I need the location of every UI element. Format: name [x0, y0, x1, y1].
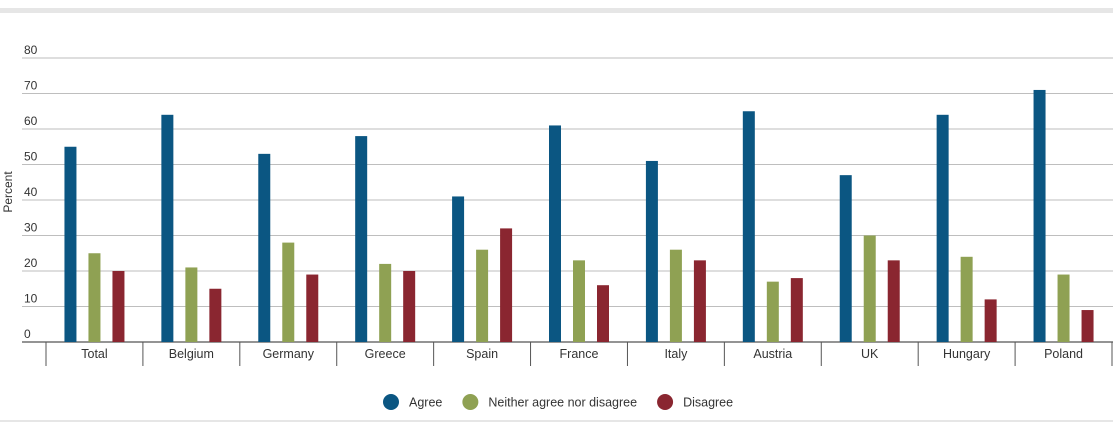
- y-tick-label: 50: [24, 150, 38, 164]
- legend-marker-agree: [383, 394, 399, 410]
- x-tick-label: Spain: [466, 347, 498, 361]
- bar-agree-uk: [839, 175, 852, 342]
- y-tick-label: 40: [24, 185, 38, 199]
- bar-agree-italy: [645, 160, 658, 342]
- x-tick-label: Total: [81, 347, 107, 361]
- legend-marker-disagree: [657, 394, 674, 410]
- x-tick-label: Greece: [365, 347, 406, 361]
- bar-disagree-germany: [306, 274, 319, 342]
- legend-marker-neither-agree-nor-disagree: [462, 394, 479, 410]
- bar-disagree-belgium: [209, 288, 222, 342]
- x-tick-label: Poland: [1044, 347, 1083, 361]
- x-tick-label: Hungary: [943, 347, 991, 361]
- bar-neither-agree-nor-disagree-greece: [379, 263, 392, 342]
- bar-disagree-total: [112, 271, 125, 342]
- y-tick-label: 10: [24, 292, 38, 306]
- bar-neither-agree-nor-disagree-france: [573, 260, 585, 342]
- top-divider: [0, 8, 1113, 13]
- bar-neither-agree-nor-disagree-spain: [476, 249, 489, 342]
- bar-agree-total: [64, 146, 77, 342]
- legend: Agree Neither agree nor disagree Disagree: [383, 394, 733, 410]
- x-tick-label: Germany: [263, 347, 315, 361]
- bottom-divider: [0, 420, 1113, 422]
- x-tick-label: Belgium: [169, 347, 214, 361]
- x-tick-label: Italy: [664, 347, 688, 361]
- bar-disagree-austria: [790, 278, 803, 342]
- legend-label-agree: Agree: [409, 396, 442, 410]
- bar-disagree-spain: [500, 228, 513, 342]
- bar-agree-greece: [355, 136, 368, 342]
- bar-agree-austria: [742, 111, 755, 342]
- bar-disagree-greece: [403, 271, 416, 342]
- bar-disagree-france: [597, 285, 609, 342]
- y-tick-label: 30: [24, 221, 38, 235]
- x-tick-label: Austria: [753, 347, 792, 361]
- bars: [64, 89, 1094, 342]
- bar-neither-agree-nor-disagree-uk: [863, 235, 876, 342]
- y-axis-ticks: 0 10 20 30 40 50 60 70 80: [24, 43, 38, 341]
- x-tick-label: France: [560, 347, 599, 361]
- bar-agree-poland: [1033, 89, 1046, 342]
- x-axis: Total Belgium Germany Greece Spain France Ital…: [45, 342, 1113, 366]
- bar-neither-agree-nor-disagree-germany: [282, 242, 295, 342]
- bar-agree-france: [549, 125, 561, 342]
- y-tick-label: 80: [24, 43, 38, 57]
- y-tick-label: 60: [24, 114, 38, 128]
- bar-agree-belgium: [161, 114, 174, 342]
- bar-neither-agree-nor-disagree-italy: [669, 249, 682, 342]
- bar-neither-agree-nor-disagree-austria: [766, 281, 779, 342]
- legend-label-disagree: Disagree: [683, 396, 733, 410]
- bar-agree-germany: [258, 153, 271, 342]
- y-tick-label: 20: [24, 256, 38, 270]
- bar-neither-agree-nor-disagree-hungary: [960, 256, 973, 342]
- legend-label-neither-agree-nor-disagree: Neither agree nor disagree: [488, 396, 637, 410]
- gridlines: [22, 57, 1113, 343]
- bar-disagree-italy: [693, 260, 706, 342]
- bar-agree-spain: [452, 196, 465, 342]
- bar-disagree-poland: [1081, 310, 1094, 342]
- bar-neither-agree-nor-disagree-total: [88, 253, 101, 342]
- bar-disagree-uk: [887, 260, 900, 342]
- bar-disagree-hungary: [984, 299, 997, 342]
- bar-neither-agree-nor-disagree-poland: [1057, 274, 1070, 342]
- bar-agree-hungary: [936, 114, 949, 342]
- y-tick-label: 0: [24, 327, 31, 341]
- y-tick-label: 70: [24, 79, 38, 93]
- y-axis-label: Percent: [1, 171, 15, 213]
- bar-neither-agree-nor-disagree-belgium: [185, 267, 198, 342]
- x-tick-label: UK: [861, 347, 879, 361]
